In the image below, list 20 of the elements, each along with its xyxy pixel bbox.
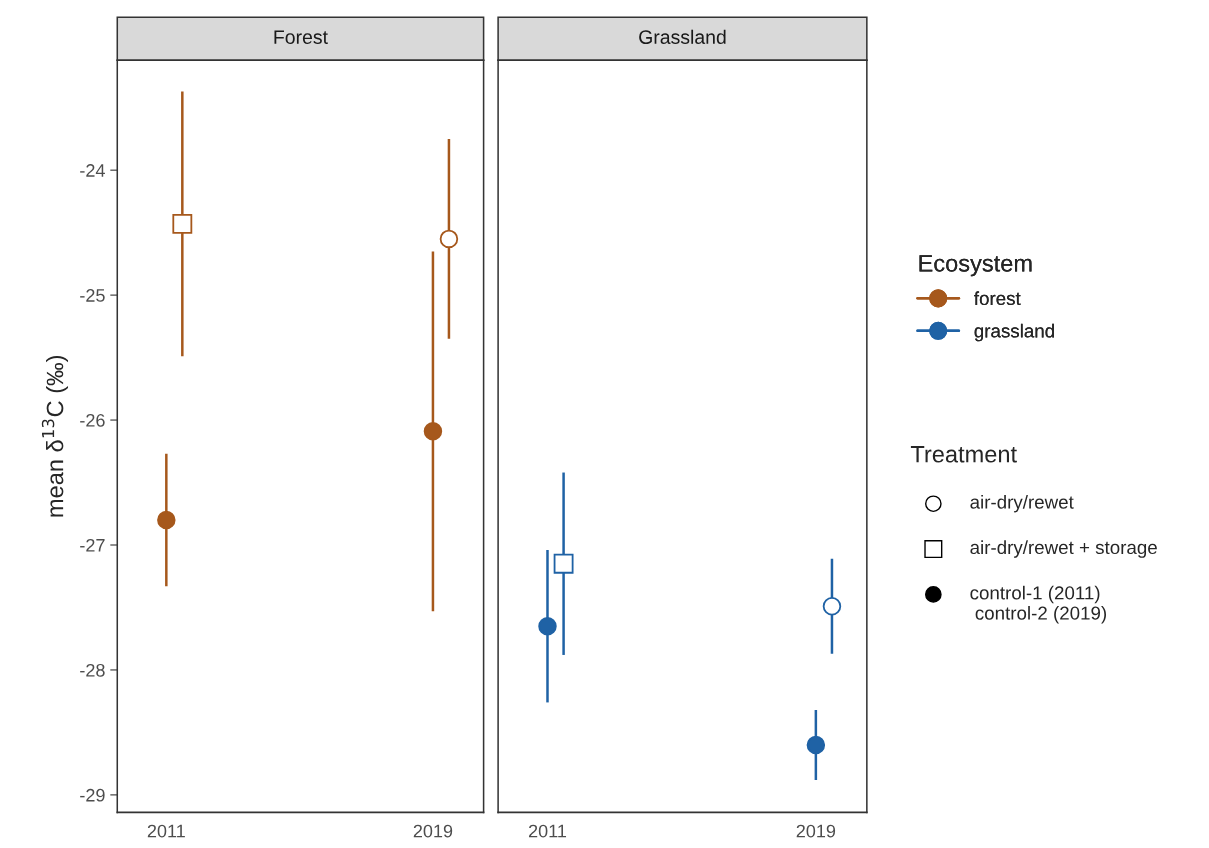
y-tick-label: -29 (80, 788, 105, 802)
legend-title: Treatment (910, 446, 1017, 463)
y-axis-title: mean δ$^{13}$C (‰) (41, 355, 69, 517)
category-label: control-1 (2011) control-2 (2019) (970, 585, 1107, 624)
category-label: air-dry/rewet (970, 494, 1074, 513)
y-tick-label: -25 (80, 289, 105, 302)
y-tick-label: -28 (80, 663, 105, 677)
chart-title: Grassland (639, 29, 726, 44)
x-tick-label: 2019 (796, 824, 836, 838)
y-tick-label: -24 (80, 164, 105, 177)
x-tick-label: 2011 (528, 824, 567, 838)
y-tick-label: -27 (80, 538, 105, 552)
legend-title: Ecosystem (919, 255, 1032, 277)
category-label: grassland (974, 323, 1054, 342)
category-label: forest (974, 291, 1021, 306)
category-label: air-dry/rewet + storage (970, 540, 1157, 558)
chart-title: Forest (274, 30, 328, 44)
y-tick-label: -26 (80, 413, 105, 427)
x-tick-label: 2011 (147, 824, 185, 838)
x-tick-label: 2019 (413, 824, 453, 838)
